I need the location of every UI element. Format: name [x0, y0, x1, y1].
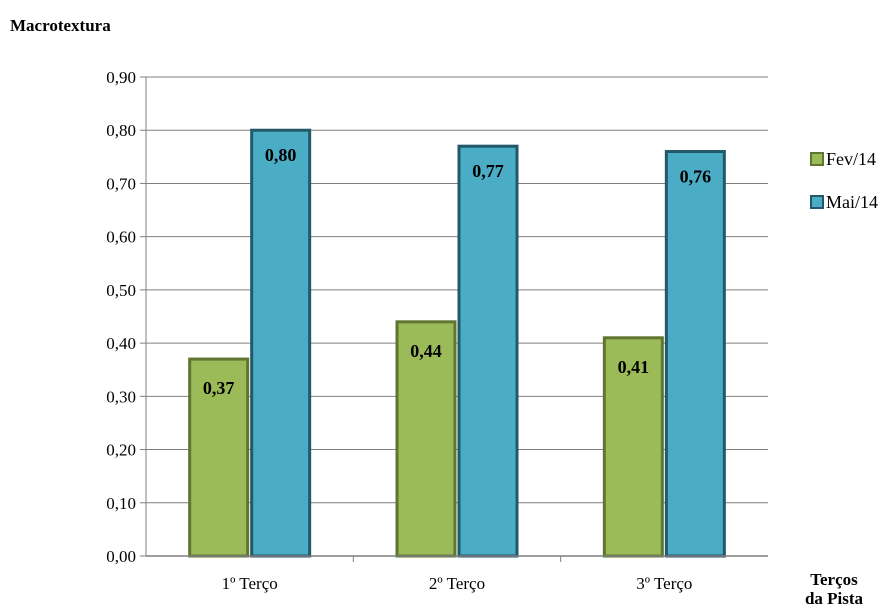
legend-swatch — [810, 195, 824, 209]
y-tick-label: 0,80 — [106, 121, 136, 140]
bar-fev-14-2 — [395, 320, 457, 558]
data-label: 0,41 — [618, 357, 650, 377]
y-tick-label: 0,90 — [106, 68, 136, 87]
data-label: 0,77 — [472, 161, 504, 181]
legend: Fev/14 Mai/14 — [810, 149, 878, 212]
y-tick-label: 0,20 — [106, 441, 136, 460]
legend-label: Mai/14 — [826, 192, 878, 212]
y-tick-labels: 0,00 0,10 0,20 0,30 0,40 0,50 0,60 0,70 0,80 0,90 — [106, 68, 136, 566]
data-label: 0,80 — [265, 145, 297, 165]
x-axis-title-line-1: Terços — [810, 570, 858, 589]
gridlines — [140, 76, 768, 557]
y-tick-label: 0,40 — [106, 334, 136, 353]
x-tick-label: 1º Terço — [222, 574, 278, 593]
bar-mai-14-3 — [664, 150, 726, 558]
y-tick-label: 0,50 — [106, 281, 136, 300]
legend-swatch — [810, 152, 824, 166]
x-tick-label: 2º Terço — [429, 574, 485, 593]
y-tick-label: 0,10 — [106, 494, 136, 513]
x-tick-label: 3º Terço — [636, 574, 692, 593]
x-axis: 1º Terço 2º Terço 3º Terço — [145, 77, 768, 593]
y-tick-label: 0,60 — [106, 228, 136, 247]
y-tick-label: 0,00 — [106, 547, 136, 566]
x-axis-title-line-2: da Pista — [805, 589, 864, 608]
legend-label: Fev/14 — [826, 149, 876, 169]
data-label: 0,44 — [410, 341, 442, 361]
y-axis-title: Macrotextura — [10, 16, 111, 35]
bar-mai-14-2 — [457, 144, 519, 558]
bar-fev-14-3 — [602, 336, 664, 558]
y-tick-label: 0,70 — [106, 174, 136, 193]
y-tick-label: 0,30 — [106, 387, 136, 406]
bars: 0,37 0,80 0,44 0,77 0,41 0,76 — [188, 128, 726, 558]
data-label: 0,76 — [680, 167, 712, 187]
bar-mai-14-1 — [250, 128, 312, 558]
data-label: 0,37 — [203, 378, 235, 398]
